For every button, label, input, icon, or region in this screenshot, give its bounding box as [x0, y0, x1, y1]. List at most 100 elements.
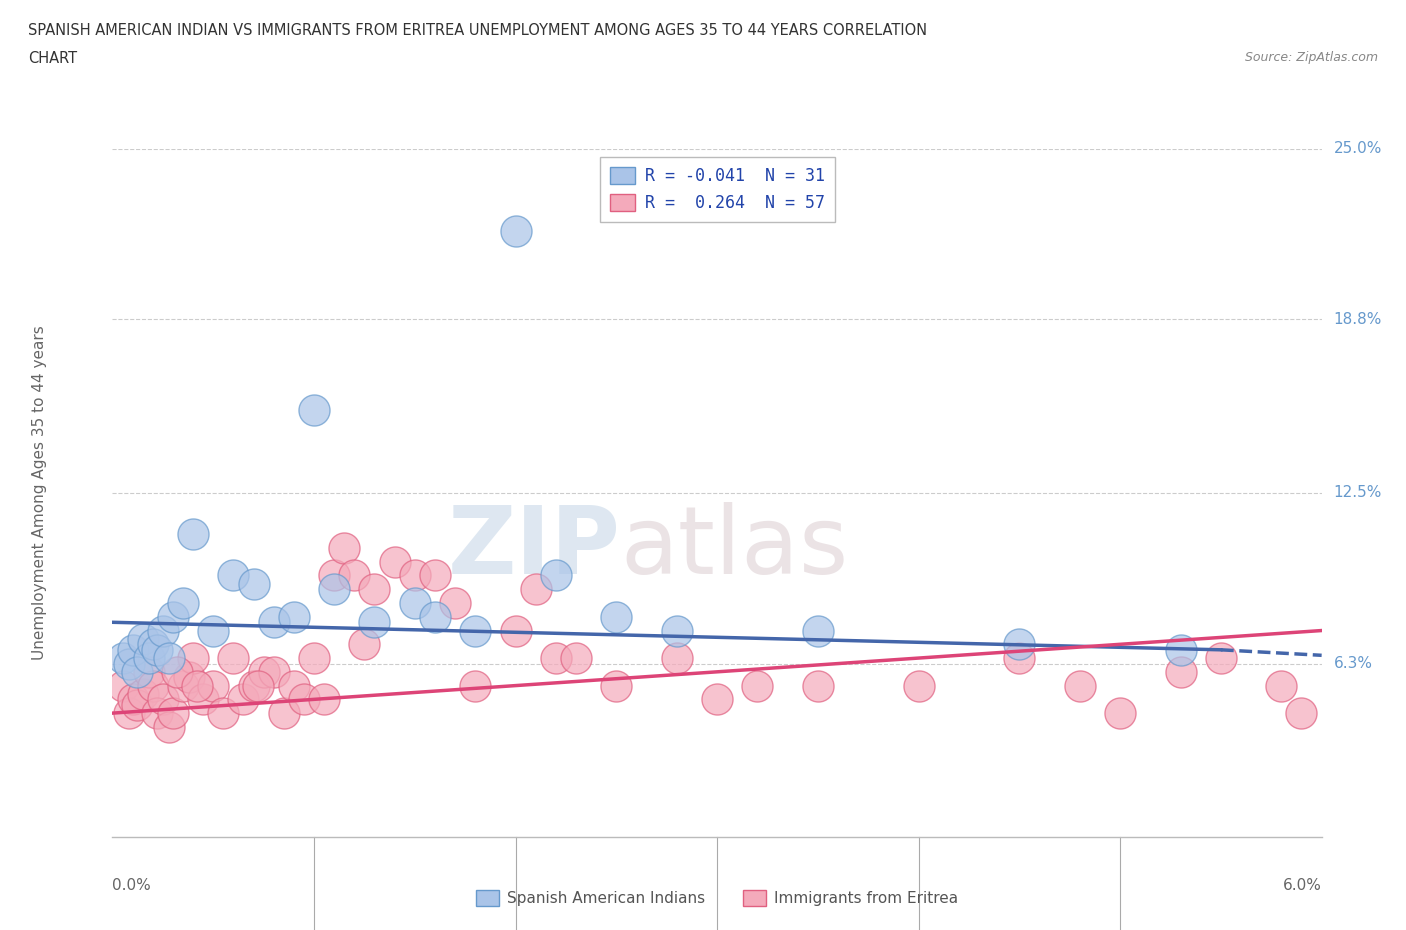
- Text: 12.5%: 12.5%: [1334, 485, 1382, 500]
- Point: [423, 609, 446, 624]
- Point: [222, 568, 245, 583]
- Point: [177, 670, 200, 684]
- Point: [146, 643, 169, 658]
- Point: [162, 609, 184, 624]
- Point: [1170, 643, 1192, 658]
- Point: [242, 678, 264, 693]
- Point: [1270, 678, 1292, 693]
- Point: [363, 582, 385, 597]
- Point: [138, 651, 160, 666]
- Point: [353, 637, 375, 652]
- Text: 0.0%: 0.0%: [112, 878, 152, 894]
- Point: [181, 651, 204, 666]
- Point: [263, 664, 285, 679]
- Point: [253, 664, 276, 679]
- Point: [117, 657, 139, 671]
- Point: [202, 678, 225, 693]
- Point: [404, 568, 426, 583]
- Text: 6.0%: 6.0%: [1282, 878, 1322, 894]
- Text: Source: ZipAtlas.com: Source: ZipAtlas.com: [1244, 51, 1378, 64]
- Point: [423, 568, 446, 583]
- Point: [505, 224, 527, 239]
- Point: [464, 623, 486, 638]
- Point: [121, 692, 143, 707]
- Point: [263, 615, 285, 630]
- Point: [333, 540, 356, 555]
- Point: [157, 651, 180, 666]
- Point: [283, 678, 305, 693]
- Point: [404, 595, 426, 610]
- Point: [384, 554, 406, 569]
- Point: [125, 698, 148, 712]
- Point: [605, 609, 627, 624]
- Point: [202, 623, 225, 638]
- Point: [246, 678, 269, 693]
- Point: [111, 651, 134, 666]
- Point: [152, 692, 174, 707]
- Point: [343, 568, 366, 583]
- Point: [464, 678, 486, 693]
- Point: [212, 706, 235, 721]
- Point: [323, 568, 346, 583]
- Point: [505, 623, 527, 638]
- Point: [138, 664, 160, 679]
- Point: [524, 582, 547, 597]
- Point: [1109, 706, 1132, 721]
- Point: [146, 706, 169, 721]
- Point: [907, 678, 929, 693]
- Point: [544, 568, 567, 583]
- Point: [312, 692, 335, 707]
- Point: [222, 651, 245, 666]
- Point: [363, 615, 385, 630]
- Point: [117, 706, 139, 721]
- Point: [807, 678, 830, 693]
- Point: [152, 623, 174, 638]
- Point: [565, 651, 588, 666]
- Point: [132, 686, 155, 701]
- Point: [121, 643, 143, 658]
- Point: [273, 706, 295, 721]
- Point: [111, 678, 134, 693]
- Text: 6.3%: 6.3%: [1334, 656, 1372, 671]
- Point: [292, 692, 315, 707]
- Point: [142, 637, 165, 652]
- Point: [232, 692, 254, 707]
- Point: [302, 651, 325, 666]
- Point: [444, 595, 467, 610]
- Point: [166, 664, 188, 679]
- Point: [172, 678, 194, 693]
- Point: [191, 692, 215, 707]
- Point: [142, 678, 165, 693]
- Point: [1008, 637, 1031, 652]
- Text: 18.8%: 18.8%: [1334, 312, 1382, 327]
- Point: [172, 595, 194, 610]
- Point: [1170, 664, 1192, 679]
- Point: [186, 678, 208, 693]
- Point: [807, 623, 830, 638]
- Point: [162, 706, 184, 721]
- Text: Unemployment Among Ages 35 to 44 years: Unemployment Among Ages 35 to 44 years: [32, 326, 48, 660]
- Point: [125, 664, 148, 679]
- Point: [323, 582, 346, 597]
- Point: [283, 609, 305, 624]
- Point: [1291, 706, 1313, 721]
- Text: 25.0%: 25.0%: [1334, 141, 1382, 156]
- Point: [665, 651, 688, 666]
- Point: [157, 720, 180, 735]
- Point: [242, 577, 264, 591]
- Point: [302, 403, 325, 418]
- Point: [132, 631, 155, 646]
- Point: [181, 526, 204, 541]
- Point: [665, 623, 688, 638]
- Point: [544, 651, 567, 666]
- Point: [706, 692, 728, 707]
- Point: [747, 678, 769, 693]
- Text: ZIP: ZIP: [447, 502, 620, 594]
- Text: SPANISH AMERICAN INDIAN VS IMMIGRANTS FROM ERITREA UNEMPLOYMENT AMONG AGES 35 TO: SPANISH AMERICAN INDIAN VS IMMIGRANTS FR…: [28, 23, 927, 38]
- Point: [1209, 651, 1232, 666]
- Point: [1069, 678, 1091, 693]
- Text: CHART: CHART: [28, 51, 77, 66]
- Legend: Spanish American Indians, Immigrants from Eritrea: Spanish American Indians, Immigrants fro…: [470, 884, 965, 912]
- Point: [1008, 651, 1031, 666]
- Text: atlas: atlas: [620, 502, 849, 594]
